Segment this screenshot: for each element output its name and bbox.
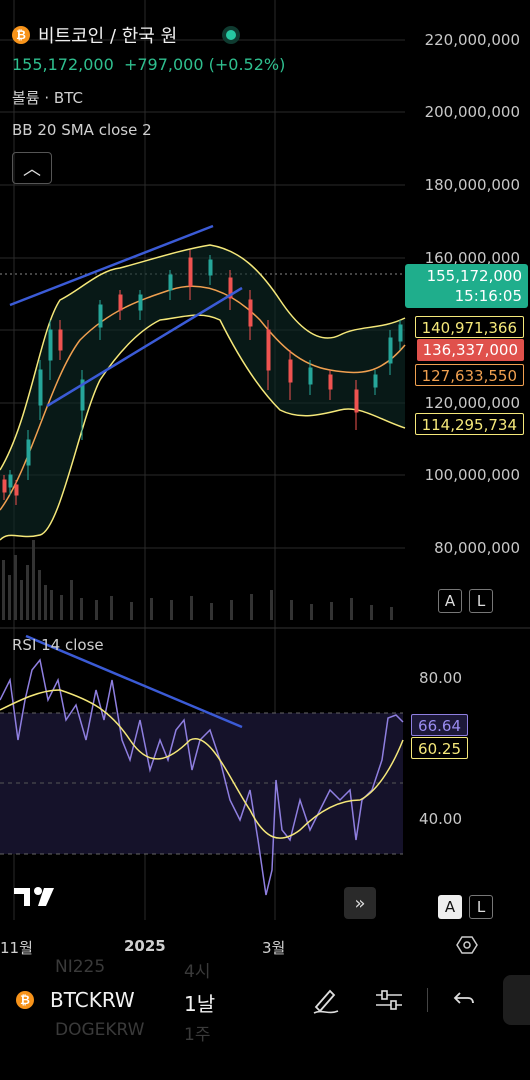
auto-scale-button[interactable]: A [438,589,462,613]
rsi-value-tag: 66.64 [411,714,468,736]
rsi-trend-line [25,634,243,729]
bb-lower-tag: 114,295,734 [414,413,524,435]
interval-button[interactable]: 1날 [184,992,216,1016]
pen-icon[interactable] [312,985,340,1019]
rsi-legend[interactable]: RSI 14 close [12,636,104,654]
price-axis-label: 80,000,000 [434,539,520,557]
chevron-up-icon: ︿ [23,159,41,180]
more-tools-tab[interactable] [503,975,530,1025]
bollinger-legend[interactable]: BB 20 SMA close 2 [12,121,152,139]
candles [2,250,403,505]
current-price-tag: 155,172,000 15:16:05 [405,264,528,308]
bb-basis-red-tag: 136,337,000 [416,339,524,361]
trend-line-upper [9,224,214,307]
double-chevron-right-icon: » [354,892,366,914]
rsi-ma-tag: 60.25 [411,737,468,759]
bottom-toolbar: ₿ BTCKRW 1날 [0,975,530,1025]
time-axis-label: 11월 [0,939,33,957]
symbol-title: 비트코인 / 한국 원 [38,26,178,47]
bb-lower-line [0,314,406,541]
chart-settings-icon[interactable] [456,934,478,956]
price-change: +797,000 (+0.52%) [123,55,286,74]
ghost-row-symbol: NI225 [55,957,106,977]
price-axis-label: 100,000,000 [424,466,520,484]
undo-icon[interactable] [452,987,476,1015]
scroll-to-realtime-button[interactable]: » [344,887,376,919]
bitcoin-icon: ₿ [16,991,34,1009]
log-scale-button[interactable]: L [469,589,493,613]
rsi-axis-label: 80.00 [419,669,462,687]
price-axis-label: 220,000,000 [424,31,520,49]
rsi-log-scale-button[interactable]: L [469,895,493,919]
volume-legend[interactable]: 볼륨 · BTC [12,89,83,107]
time-axis-label: 2025 [124,937,166,955]
market-open-indicator [222,26,240,44]
rsi-ma-line [0,689,404,839]
price-axis-label: 160,000,000 [424,249,520,267]
symbol-search-button[interactable]: BTCKRW [50,988,135,1012]
ghost-row-symbol: DOGEKRW [55,1020,145,1040]
time-axis-label: 3월 [262,939,286,957]
bb-fill [0,245,405,540]
bitcoin-icon: ₿ [12,26,30,44]
price-axis-label: 200,000,000 [424,103,520,121]
price-axis-label: 180,000,000 [424,176,520,194]
rsi-auto-scale-button[interactable]: A [438,895,462,919]
trend-line-lower [46,286,243,408]
rsi-axis-label: 40.00 [419,810,462,828]
bb-upper-line [0,244,406,471]
current-price-value: 155,172,000 [426,267,522,285]
price-axis-label: 120,000,000 [424,394,520,412]
price-change-line: 155,172,000 +797,000 (+0.52%) [12,55,285,74]
symbol-legend[interactable]: ₿ 비트코인 / 한국 원 [12,22,177,48]
bb-basis-orange-tag: 127,633,550 [414,364,524,386]
ghost-row-interval: 4시 [184,962,211,982]
last-price: 155,172,000 [12,55,114,74]
collapse-legend-button[interactable]: ︿ [12,152,52,184]
bar-countdown: 15:16:05 [454,287,522,305]
tradingview-logo[interactable] [14,884,58,912]
volume-bars [2,540,393,620]
ghost-row-interval: 1주 [184,1025,211,1045]
toolbar-divider [427,988,428,1012]
bb-upper-tag: 140,971,366 [414,316,524,338]
rsi-line [0,658,404,896]
sliders-icon[interactable] [374,987,404,1017]
